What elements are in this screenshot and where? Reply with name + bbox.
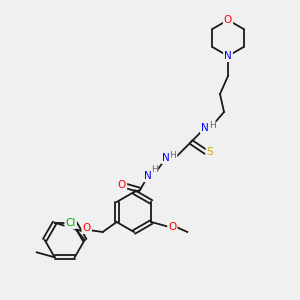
Text: H: H: [208, 122, 215, 130]
Text: O: O: [224, 15, 232, 25]
Text: S: S: [207, 147, 213, 157]
Text: O: O: [82, 223, 91, 233]
Text: O: O: [168, 222, 176, 232]
Text: H: H: [151, 166, 158, 175]
Text: N: N: [162, 153, 170, 163]
Text: Cl: Cl: [65, 218, 76, 228]
Text: H: H: [169, 152, 176, 160]
Text: O: O: [118, 180, 126, 190]
Text: N: N: [144, 171, 152, 181]
Text: N: N: [201, 123, 209, 133]
Text: N: N: [224, 51, 232, 61]
